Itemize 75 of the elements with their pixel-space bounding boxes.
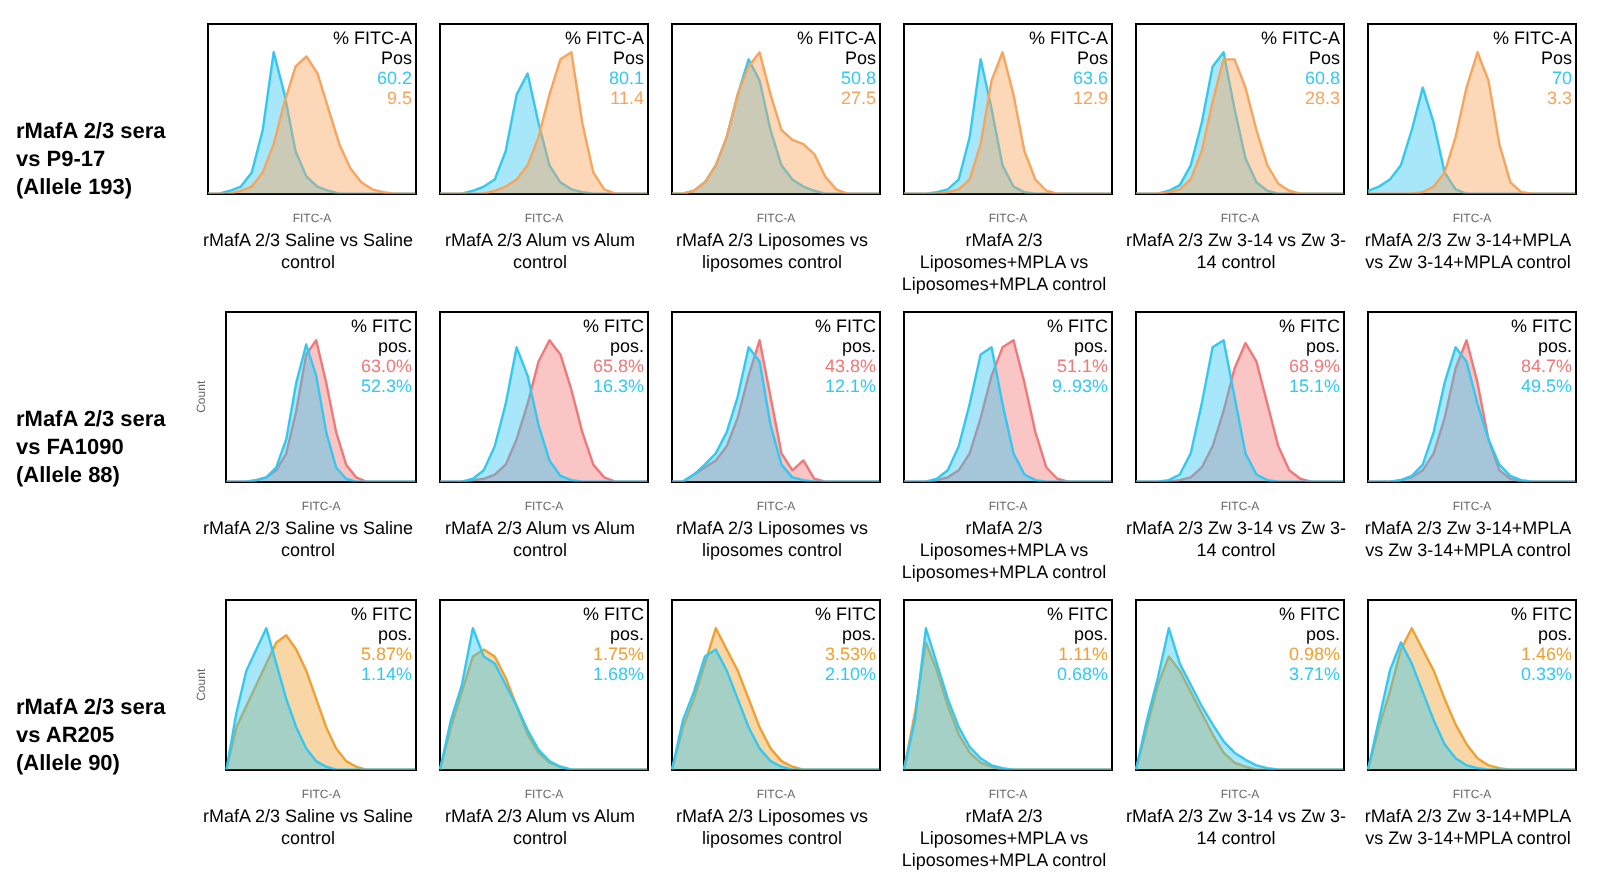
legend-title: % FITC pos. bbox=[351, 316, 412, 356]
legend-title: % FITC pos. bbox=[815, 604, 876, 644]
text: 0.33% bbox=[1518, 664, 1572, 684]
text: rMafA 2/3 Liposomes+MPLA vs Liposomes+MPLA control bbox=[899, 804, 1109, 872]
text: 9.5 bbox=[384, 88, 412, 108]
text: rMafA 2/3 Zw 3-14 vs Zw 3-14 control bbox=[1123, 516, 1349, 562]
text: rMafA 2/3 Zw 3-14 vs Zw 3-14 control bbox=[1123, 804, 1349, 850]
text: 12.9 bbox=[1070, 88, 1108, 108]
text: rMafA 2/3 Liposomes+MPLA vs Liposomes+MPLA control bbox=[899, 516, 1109, 584]
text: rMafA 2/3 sera vs P9-17 (Allele 193) bbox=[16, 118, 168, 202]
text: rMafA 2/3 Zw 3-14+MPLA vs Zw 3-14+MPLA control bbox=[1362, 516, 1574, 562]
text: 63.6 bbox=[1070, 68, 1108, 88]
legend-title: % FITC-A Pos bbox=[797, 28, 876, 68]
legend-title: % FITC pos. bbox=[583, 604, 644, 644]
text: rMafA 2/3 sera vs AR205 (Allele 90) bbox=[16, 694, 168, 778]
text: rMafA 2/3 Zw 3-14+MPLA vs Zw 3-14+MPLA control bbox=[1362, 804, 1574, 850]
text: 60.2 bbox=[374, 68, 412, 88]
legend-title: % FITC pos. bbox=[1511, 316, 1572, 356]
text: rMafA 2/3 Alum vs Alum control bbox=[442, 516, 638, 562]
text: rMafA 2/3 Liposomes vs liposomes control bbox=[673, 804, 871, 850]
series-label: 68.9% bbox=[1286, 356, 1340, 376]
text: rMafA 2/3 Zw 3-14+MPLA vs Zw 3-14+MPLA control bbox=[1362, 228, 1574, 274]
legend-title: % FITC-A Pos bbox=[1261, 28, 1340, 68]
legend-title: % FITC pos. bbox=[1279, 604, 1340, 644]
text: 15.1% bbox=[1286, 376, 1340, 396]
text: rMafA 2/3 Saline vs Saline control bbox=[200, 228, 416, 274]
text: rMafA 2/3 Zw 3-14 vs Zw 3-14 control bbox=[1123, 228, 1349, 274]
text: rMafA 2/3 Liposomes+MPLA vs Liposomes+MPLA control bbox=[899, 228, 1109, 296]
text: 70 bbox=[1549, 68, 1572, 88]
text: rMafA 2/3 Saline vs Saline control bbox=[200, 516, 416, 562]
text: 27.5 bbox=[838, 88, 876, 108]
text: 0.98% bbox=[1286, 644, 1340, 664]
text: 1.46% bbox=[1518, 644, 1572, 664]
text: rMafA 2/3 Liposomes vs liposomes control bbox=[673, 516, 871, 562]
text: 52.3% bbox=[358, 376, 412, 396]
series-label: 51.1% bbox=[1054, 356, 1108, 376]
text: 0.68% bbox=[1054, 664, 1108, 684]
text: 49.5% bbox=[1518, 376, 1572, 396]
legend-title: % FITC pos. bbox=[1511, 604, 1572, 644]
text: 84.7% bbox=[1518, 356, 1572, 376]
text: rMafA 2/3 sera vs FA1090 (Allele 88) bbox=[16, 406, 168, 490]
legend-title: % FITC pos. bbox=[351, 604, 412, 644]
text: rMafA 2/3 Saline vs Saline control bbox=[200, 804, 416, 850]
text: 60.8 bbox=[1302, 68, 1340, 88]
text: 28.3 bbox=[1302, 88, 1340, 108]
legend-title: % FITC pos. bbox=[583, 316, 644, 356]
legend-title: % FITC pos. bbox=[1047, 604, 1108, 644]
text: rMafA 2/3 Alum vs Alum control bbox=[442, 228, 638, 274]
text: 1.11% bbox=[1056, 644, 1108, 664]
text: 3.53% bbox=[822, 644, 876, 664]
series-label: 11.4 bbox=[608, 88, 644, 108]
legend-title: % FITC-A Pos bbox=[333, 28, 412, 68]
text: 16.3% bbox=[590, 376, 644, 396]
legend-title: % FITC-A Pos bbox=[1029, 28, 1108, 68]
legend-title: % FITC-A Pos bbox=[1493, 28, 1572, 68]
text: 1.68% bbox=[590, 664, 644, 684]
legend-title: % FITC pos. bbox=[1047, 316, 1108, 356]
text: 3.3 bbox=[1544, 88, 1572, 108]
text: 9..93% bbox=[1049, 376, 1108, 396]
text: rMafA 2/3 Alum vs Alum control bbox=[442, 804, 638, 850]
legend-title: % FITC pos. bbox=[815, 316, 876, 356]
legend-title: % FITC-A Pos bbox=[565, 28, 644, 68]
text: 5.87% bbox=[358, 644, 412, 664]
text: 43.8% bbox=[822, 356, 876, 376]
text: 12.1% bbox=[822, 376, 876, 396]
series-label: 65.8% bbox=[590, 356, 644, 376]
legend-title: % FITC pos. bbox=[1279, 316, 1340, 356]
text: 3.71% bbox=[1286, 664, 1340, 684]
text: 1.14% bbox=[358, 664, 412, 684]
text: 80.1 bbox=[606, 68, 644, 88]
text: rMafA 2/3 Liposomes vs liposomes control bbox=[673, 228, 871, 274]
series-label: 63.0% bbox=[358, 356, 412, 376]
text: 2.10% bbox=[822, 664, 876, 684]
text: 1.75% bbox=[590, 644, 644, 664]
text: 50.8 bbox=[838, 68, 876, 88]
